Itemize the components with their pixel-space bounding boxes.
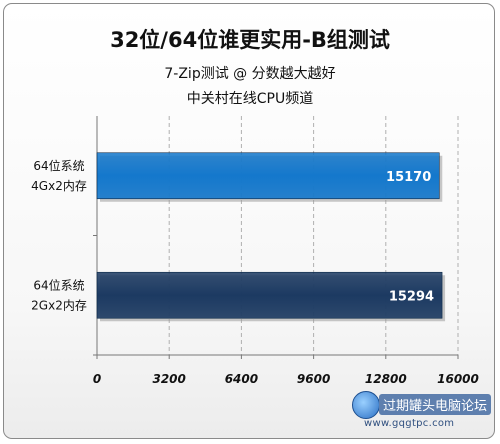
- bar: [96, 271, 443, 319]
- category-label: 2Gx2内存: [31, 298, 87, 312]
- x-tick-label: 0: [93, 372, 101, 386]
- watermark: 过期罐头电脑论坛 www.gqgtpc.com: [352, 388, 492, 436]
- x-tick-label: 12800: [365, 372, 407, 386]
- watermark-title: 过期罐头电脑论坛: [379, 394, 492, 415]
- x-tick-label: 6400: [225, 372, 258, 386]
- chart-frame: [3, 3, 495, 439]
- category-label: 4Gx2内存: [31, 179, 87, 193]
- forum-logo-icon: [352, 391, 380, 419]
- category-label: 64位系统: [33, 277, 84, 292]
- bar-value-label: 15294: [389, 289, 434, 304]
- x-tick-label: 16000: [437, 372, 479, 386]
- chart-subtitle: 7-Zip测试 @ 分数越大越好: [164, 66, 336, 82]
- x-tick-label: 3200: [152, 372, 185, 386]
- chart-title: 32位/64位谁更实用-B组测试: [110, 28, 390, 52]
- watermark-url: www.gqgtpc.com: [364, 418, 455, 429]
- bar: [96, 152, 440, 200]
- chart-source: 中关村在线CPU频道: [186, 91, 314, 107]
- category-label: 64位系统: [33, 158, 84, 173]
- x-tick-label: 9600: [297, 372, 330, 386]
- bar-value-label: 15170: [386, 170, 431, 185]
